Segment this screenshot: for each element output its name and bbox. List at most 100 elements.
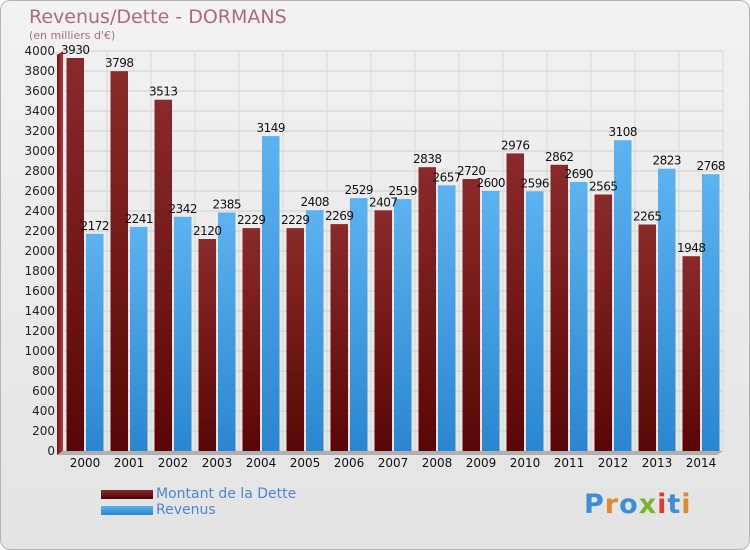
bar-dette	[286, 228, 304, 451]
x-tick-label: 2010	[510, 456, 541, 470]
bar-revenus	[350, 198, 368, 451]
y-tick-label: 2800	[24, 164, 55, 178]
bar-revenus	[482, 191, 500, 451]
bar-revenus	[438, 185, 456, 452]
y-tick-label: 3400	[24, 104, 55, 118]
data-label: 2265	[633, 210, 662, 224]
data-label: 2596	[520, 176, 549, 190]
data-label: 2229	[281, 213, 310, 227]
bar-dette	[154, 99, 172, 451]
bar-dette	[418, 167, 436, 451]
y-tick-label: 2600	[24, 184, 55, 198]
data-label: 2385	[212, 198, 241, 212]
y-tick-label: 800	[32, 364, 55, 378]
bar-dette	[242, 228, 260, 451]
y-tick-label: 2200	[24, 224, 55, 238]
logo-letter: r	[604, 489, 620, 520]
grid	[62, 50, 724, 452]
y-tick-label: 0	[47, 444, 55, 458]
data-label: 2565	[589, 180, 618, 194]
data-label: 2657	[432, 170, 461, 184]
bar-revenus	[86, 233, 104, 451]
y-tick-label: 1800	[24, 264, 55, 278]
y-tick-label: 3800	[24, 64, 55, 78]
y-tick-label: 600	[32, 384, 55, 398]
x-tick-label: 2004	[246, 456, 277, 470]
bar-dette	[66, 58, 84, 451]
proxiti-logo: Proxiti	[584, 489, 692, 520]
x-tick-label: 2003	[202, 456, 233, 470]
logo-letter: i	[681, 489, 692, 520]
data-label: 3149	[256, 121, 285, 135]
bar-revenus	[218, 212, 236, 451]
x-tick-label: 2001	[114, 456, 145, 470]
x-tick-label: 2006	[334, 456, 365, 470]
bar-dette	[506, 153, 524, 451]
data-label: 2120	[193, 224, 222, 238]
data-label: 3108	[608, 125, 637, 139]
y-tick-label: 400	[32, 404, 55, 418]
data-label: 2720	[457, 164, 486, 178]
bar-dette	[110, 71, 128, 451]
bar-dette	[638, 224, 656, 451]
x-tick-label: 2009	[466, 456, 497, 470]
y-tick-label: 3000	[24, 144, 55, 158]
data-label: 2768	[696, 159, 725, 173]
y-tick-label: 200	[32, 424, 55, 438]
logo-letter: i	[657, 489, 668, 520]
y-tick-label: 4000	[24, 44, 55, 58]
axis-floor	[57, 451, 723, 455]
x-tick-label: 2011	[554, 456, 585, 470]
data-label: 2823	[652, 154, 681, 168]
legend-label-revenus: Revenus	[156, 502, 216, 518]
data-label: 2519	[388, 184, 417, 198]
data-label: 2229	[237, 213, 266, 227]
bar-dette	[330, 224, 348, 451]
legend-label-dette: Montant de la Dette	[156, 486, 297, 502]
y-tick-label: 2400	[24, 204, 55, 218]
data-label: 2600	[476, 176, 505, 190]
data-label: 3798	[105, 56, 134, 70]
bar-revenus	[262, 136, 280, 451]
bar-revenus	[130, 226, 148, 451]
x-tick-label: 2013	[642, 456, 673, 470]
bar-dette	[198, 239, 216, 451]
data-label: 2690	[564, 167, 593, 181]
logo-letter: t	[667, 489, 682, 520]
x-tick-label: 2014	[686, 456, 717, 470]
data-label: 2241	[124, 212, 153, 226]
data-label: 2407	[369, 195, 398, 209]
data-label: 2342	[168, 202, 197, 216]
data-label: 3930	[61, 43, 90, 57]
y-tick-label: 1400	[24, 304, 55, 318]
data-label: 2269	[325, 209, 354, 223]
y-tick-label: 2000	[24, 244, 55, 258]
bar-revenus	[570, 182, 588, 451]
bars	[66, 58, 720, 452]
data-label: 2172	[80, 219, 109, 233]
x-tick-label: 2000	[70, 456, 101, 470]
data-label: 2976	[501, 138, 530, 152]
bar-revenus	[702, 174, 720, 451]
bar-revenus	[174, 216, 192, 451]
data-labels: 3930217237982241351323422120238522293149…	[61, 43, 726, 255]
logo-letter: P	[584, 489, 605, 520]
chart-subtitle: (en milliers d'€)	[29, 29, 116, 42]
data-label: 3513	[149, 85, 178, 99]
data-label: 2408	[300, 195, 329, 209]
legend-swatch-dette	[101, 490, 153, 499]
bar-revenus	[394, 199, 412, 451]
bar-revenus	[526, 191, 544, 451]
bar-dette	[462, 179, 480, 451]
axis-wall	[57, 51, 63, 455]
x-tick-label: 2008	[422, 456, 453, 470]
x-tick-label: 2005	[290, 456, 321, 470]
data-label: 2529	[344, 183, 373, 197]
y-tick-label: 1600	[24, 284, 55, 298]
bar-dette	[374, 210, 392, 451]
bar-dette	[682, 256, 700, 451]
bar-dette	[594, 194, 612, 451]
chart-title: Revenus/Dette - DORMANS	[29, 6, 287, 28]
